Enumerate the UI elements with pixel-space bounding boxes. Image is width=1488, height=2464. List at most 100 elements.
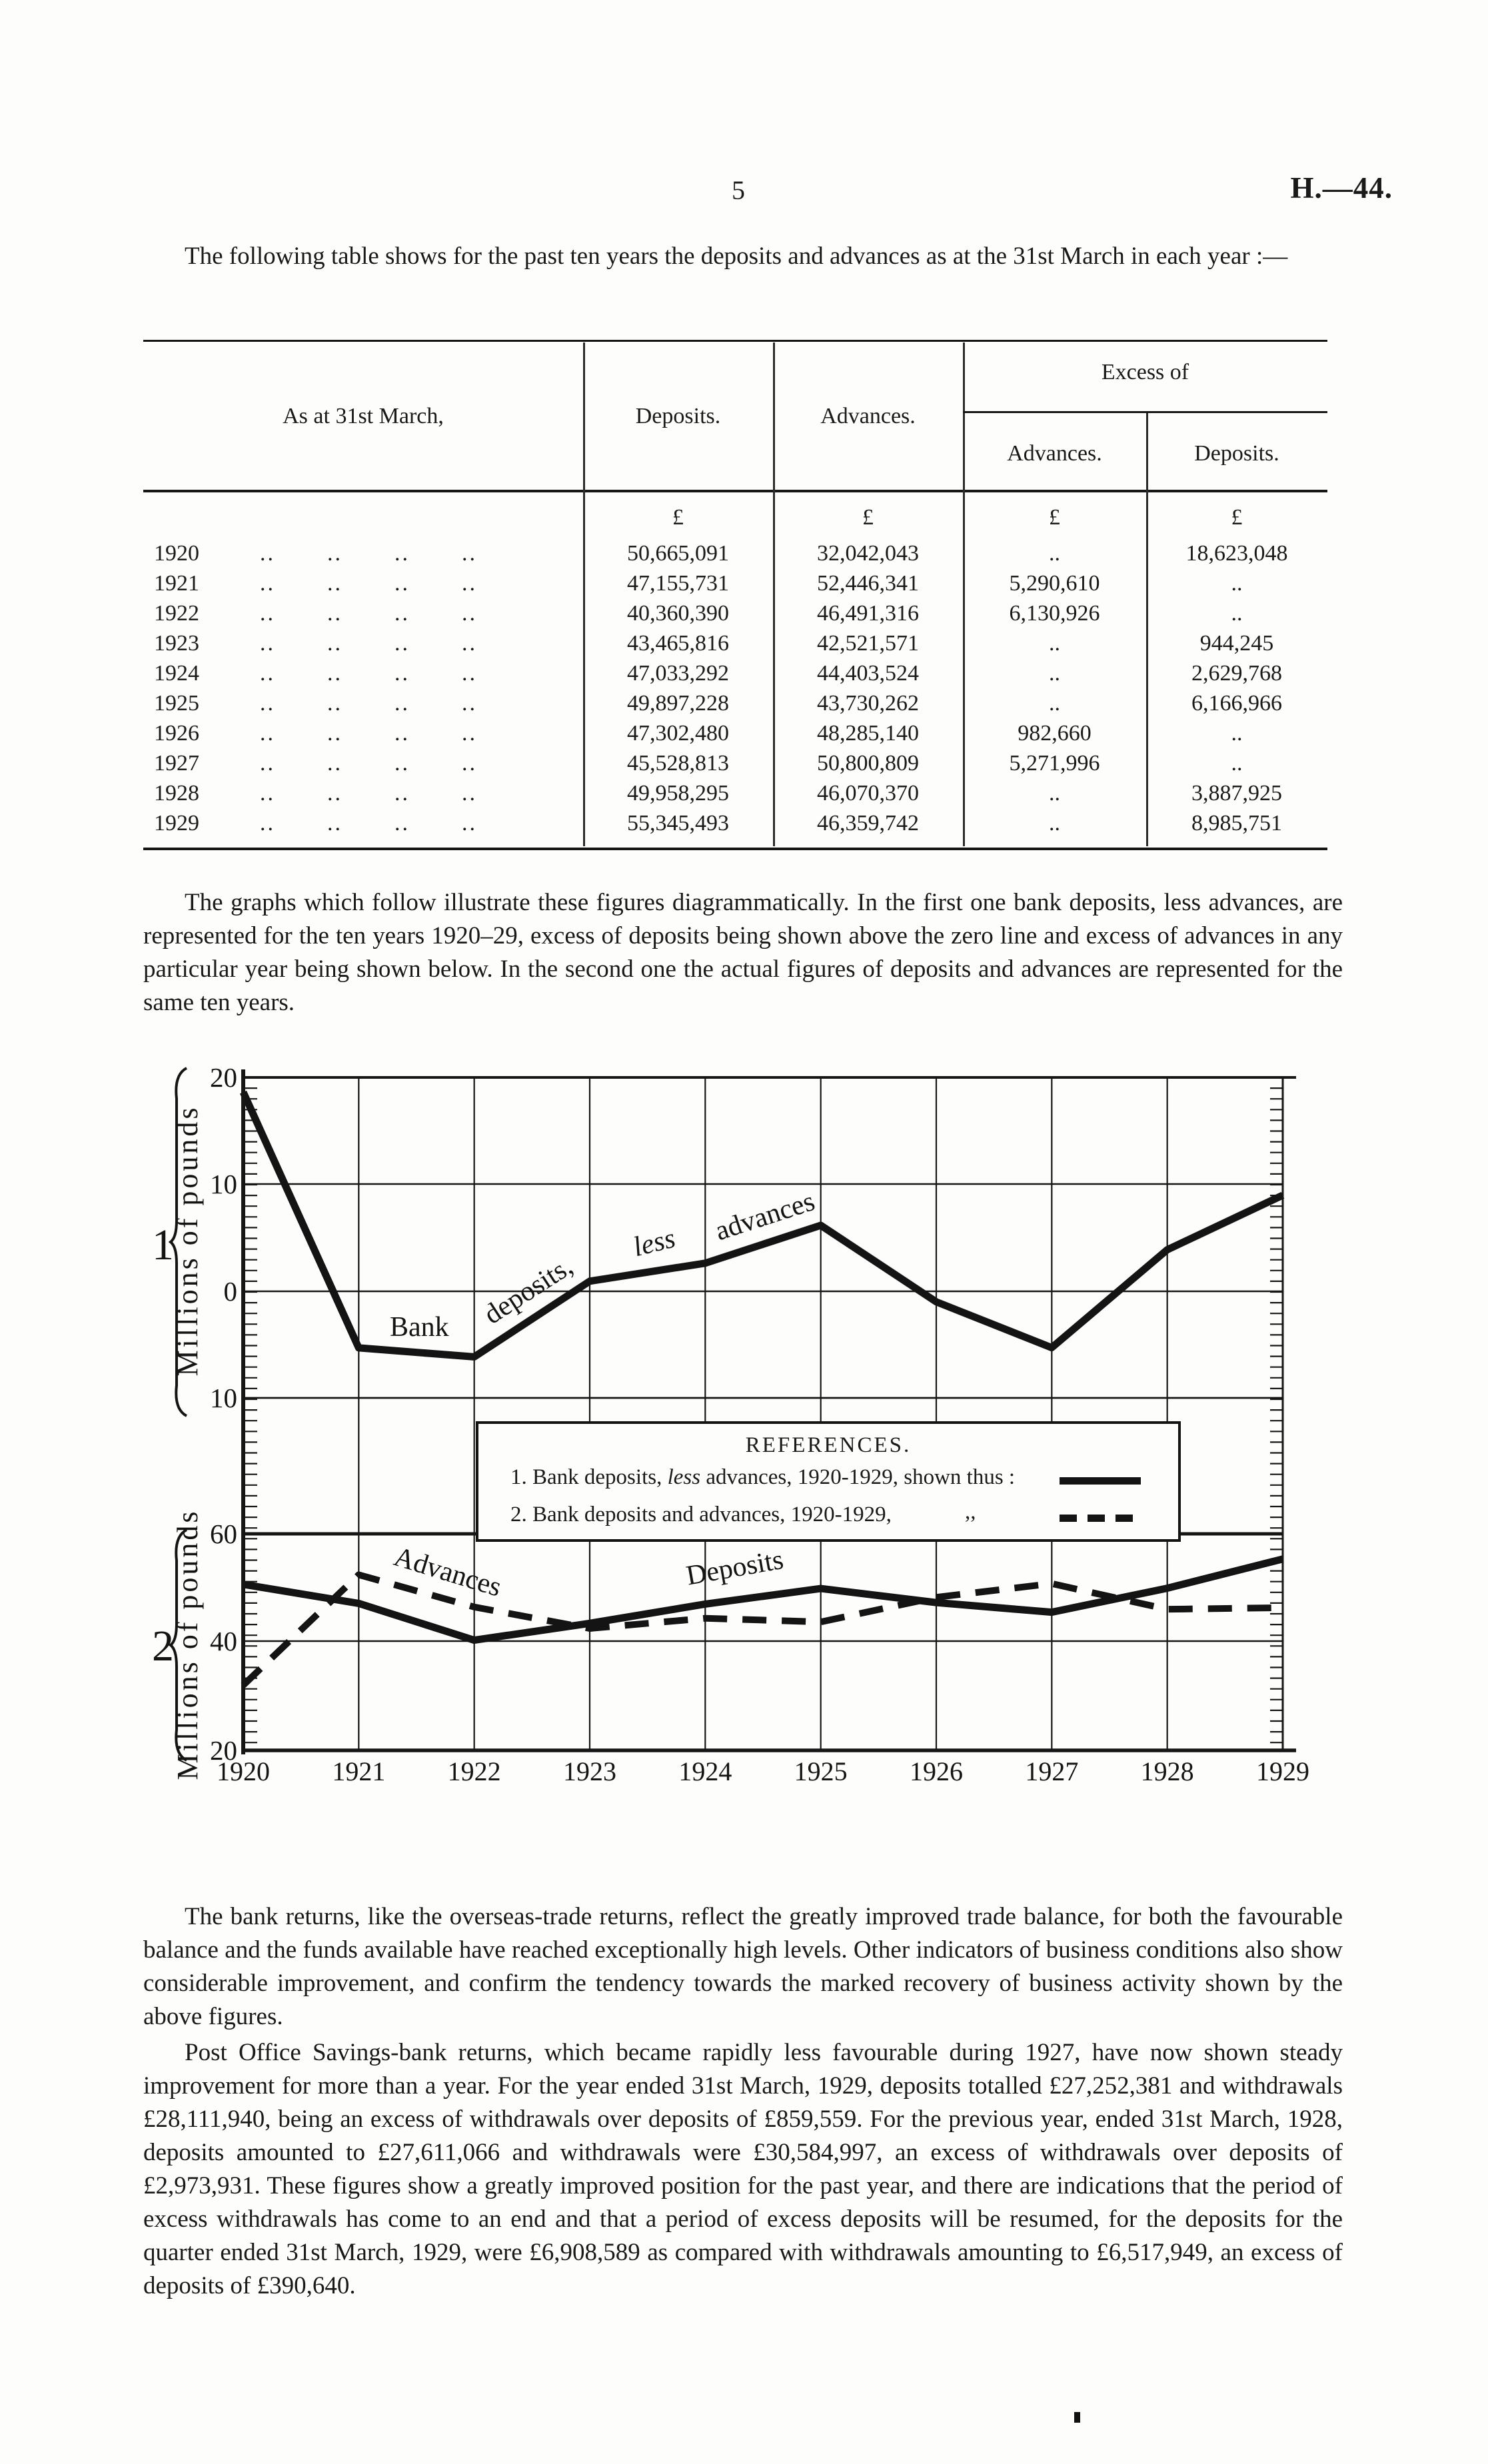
graph1-ytick-label: 0 [224, 1276, 238, 1307]
cell-deposits: 45,528,813 [627, 750, 729, 776]
cell-advances: 42,521,571 [817, 630, 919, 656]
dot-leader: .. [394, 810, 410, 836]
x-tick-labels: 1920 1921 1922 1923 1924 1925 1926 1927 1928 1929 [217, 1756, 1309, 1786]
x-year-label: 1922 [448, 1756, 501, 1786]
cell-excess-deposits: .. [1231, 570, 1243, 596]
dot-leader: .. [394, 570, 410, 596]
cell-year: 1920 [154, 540, 199, 566]
bank-returns-paragraph: The bank returns, like the overseas-trad… [143, 1903, 1343, 2030]
legend-title: REFERENCES. [745, 1433, 912, 1457]
graph2-brace [168, 1529, 188, 1762]
cell-excess-advances: .. [1049, 690, 1060, 716]
table-row: 1920........ 50,665,091 32,042,043.. 18,623… [143, 538, 1327, 568]
dot-leader: .. [327, 690, 343, 716]
cell-advances: 32,042,043 [817, 540, 919, 566]
table-row: 1926........ 47,302,480 48,285,140 982,660.… [143, 718, 1327, 748]
table-divider [583, 342, 585, 846]
x-year-label: 1920 [217, 1756, 270, 1786]
dot-leader: .. [260, 570, 275, 596]
chart1-label-bank: Bank [390, 1312, 449, 1343]
table-header-excess-of: Excess of [1101, 360, 1189, 384]
cell-excess-advances: 5,290,610 [1009, 570, 1100, 596]
dot-leader: .. [394, 630, 410, 656]
cell-excess-advances: .. [1049, 660, 1060, 686]
dot-leader: .. [462, 690, 477, 716]
axis-minor-ticks [245, 1076, 1282, 1744]
deposits-advances-table: As at 31st March, Deposits. Advances. Ex… [143, 340, 1327, 850]
dot-leader: .. [327, 570, 343, 596]
dot-leader: .. [462, 570, 477, 596]
cell-deposits: 50,665,091 [627, 540, 729, 566]
cell-deposits: 47,033,292 [627, 660, 729, 686]
legend-swatch-solid [1060, 1477, 1141, 1485]
currency-symbol: £ [862, 505, 874, 530]
chart1-excess-line [239, 1090, 1285, 1361]
x-year-label: 1923 [563, 1756, 616, 1786]
table-header-excess-advances: Advances. [1007, 441, 1102, 466]
axis-frame [241, 1069, 1296, 1754]
graph1-ytick-label: 10 [210, 1169, 237, 1199]
x-year-label: 1924 [678, 1756, 732, 1786]
legend-item-1: 1. Bank deposits, less advances, 1920-19… [510, 1465, 1015, 1490]
cell-advances: 46,491,316 [817, 600, 919, 626]
cell-deposits: 47,155,731 [627, 570, 729, 596]
dot-leader: .. [260, 660, 275, 686]
x-year-label: 1926 [910, 1756, 963, 1786]
table-header-advances: Advances. [820, 404, 916, 428]
legend-box: REFERENCES. 1. Bank deposits, less advan… [476, 1421, 1181, 1542]
post-office-paragraph: Post Office Savings-bank returns, which … [143, 2039, 1343, 2299]
dot-leader: .. [462, 660, 477, 686]
page-number: 5 [732, 175, 745, 205]
cell-year: 1922 [154, 600, 199, 626]
table-divider [963, 342, 965, 846]
x-year-label: 1925 [794, 1756, 848, 1786]
grid-lines [243, 1077, 1283, 1750]
data-curves [239, 1090, 1285, 1688]
dot-leader: .. [462, 750, 477, 776]
cell-advances: 46,359,742 [817, 810, 919, 836]
cell-excess-advances: .. [1049, 540, 1060, 566]
chart2-label-deposits: Deposits [684, 1544, 786, 1592]
dot-leader: .. [327, 750, 343, 776]
table-row: 1921........ 47,155,731 52,446,341 5,290,61… [143, 568, 1327, 598]
table-row: 1924........ 47,033,292 44,403,524.. 2,629,… [143, 658, 1327, 688]
cell-year: 1923 [154, 630, 199, 656]
table-row: 1927........ 45,528,813 50,800,809 5,271,99… [143, 748, 1327, 778]
cell-year: 1926 [154, 720, 199, 746]
chart2-label-advances: Advances [390, 1541, 505, 1602]
dot-leader: .. [394, 780, 410, 806]
cell-deposits: 43,465,816 [627, 630, 729, 656]
cell-excess-deposits: 3,887,925 [1191, 780, 1282, 806]
legend-item-1-text: advances, 1920-1929, shown thus : [700, 1465, 1016, 1489]
table-header-deposits: Deposits. [635, 404, 721, 428]
legend-swatch-dashed [1060, 1515, 1141, 1522]
legend-item-1-italic: less [667, 1465, 701, 1489]
cell-advances: 50,800,809 [817, 750, 919, 776]
graph1-number: 1 [152, 1221, 174, 1269]
table-header-rule [143, 490, 1327, 492]
table-row: 1929........ 55,345,493 46,359,742.. 8,985,… [143, 808, 1327, 838]
chart1-label-less: less [630, 1223, 678, 1263]
cell-excess-deposits: 8,985,751 [1191, 810, 1282, 836]
currency-symbol: £ [672, 505, 684, 530]
legend-item-1-text: 1. Bank deposits, [510, 1465, 668, 1489]
cell-advances: 46,070,370 [817, 780, 919, 806]
cell-year: 1928 [154, 780, 199, 806]
graph1-ytick-label: 10 [210, 1383, 237, 1413]
cell-excess-advances: .. [1049, 810, 1060, 836]
table-header-excess-deposits: Deposits. [1194, 441, 1279, 466]
dot-leader: .. [327, 810, 343, 836]
x-year-label: 1927 [1025, 1756, 1078, 1786]
dot-leader: .. [260, 600, 275, 626]
graph1-ytick-label: 20 [210, 1062, 237, 1093]
table-divider [1146, 411, 1148, 846]
dot-leader: .. [462, 720, 477, 746]
cell-advances: 44,403,524 [817, 660, 919, 686]
cell-excess-deposits: .. [1231, 600, 1243, 626]
dot-leader: .. [462, 780, 477, 806]
cell-excess-deposits: .. [1231, 750, 1243, 776]
table-row: 1925........ 49,897,228 43,730,262.. 6,166,… [143, 688, 1327, 718]
dot-leader: .. [260, 630, 275, 656]
